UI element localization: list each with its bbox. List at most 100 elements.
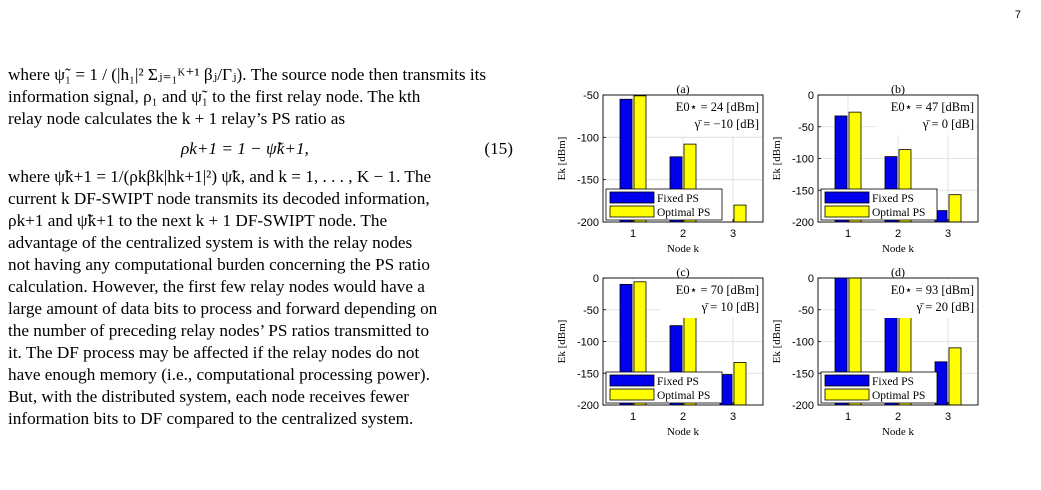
text-line: where ψ̃k+1 = 1/(ρkβk|hk+1|²) ψ̃k, and k…	[8, 167, 432, 186]
x-tick-label: 2	[680, 228, 686, 240]
equation-body: ρk+1 = 1 − ψ̃k+1,	[181, 139, 309, 158]
x-tick-label: 3	[945, 411, 951, 423]
x-tick-label: 2	[895, 411, 901, 423]
x-axis-label: Node k	[667, 243, 700, 255]
x-tick-label: 2	[895, 228, 901, 240]
x-tick-label: 3	[730, 411, 736, 423]
legend-swatch	[824, 191, 870, 204]
legend-label: Optimal PS	[657, 390, 710, 402]
y-tick-label: -50	[583, 90, 599, 102]
legend-swatch	[609, 388, 655, 401]
annotation-box	[876, 97, 976, 135]
panel-label: (c)	[676, 265, 689, 279]
y-tick-label: -200	[792, 217, 814, 229]
text-line: information bits to DF compared to the c…	[8, 409, 414, 428]
body-text: where ψ̃₁ = 1 / (|h₁|² Σⱼ₌₁ᴷ⁺¹ βⱼ/Γⱼ). T…	[8, 64, 513, 430]
legend-label: Optimal PS	[872, 390, 925, 402]
annotation-box	[661, 280, 761, 318]
equation-15: ρk+1 = 1 − ψ̃k+1, (15)	[8, 132, 513, 164]
y-axis-label: Ek [dBm]	[556, 320, 568, 364]
y-tick-label: -200	[792, 400, 814, 412]
y-tick-label: -50	[583, 305, 599, 317]
chart-panel: -50 -100 -150 -200 1 2 3 Node k Ek [dBm] (a) E0⋆ =…	[556, 82, 764, 255]
annotation-text: γ̄ = 0 [dB]	[922, 117, 974, 131]
legend-label: Fixed PS	[872, 376, 914, 388]
y-tick-label: -150	[577, 175, 599, 187]
y-tick-label: -150	[792, 368, 814, 380]
annotation-text: γ̄ = 10 [dB]	[701, 300, 759, 314]
y-tick-label: -100	[577, 132, 599, 144]
text-line: large amount of data bits to process and…	[8, 299, 438, 318]
y-tick-label: 0	[808, 273, 814, 285]
annotation-box	[661, 97, 761, 135]
x-axis-label: Node k	[882, 243, 915, 255]
y-tick-label: -100	[577, 337, 599, 349]
annotation-text: γ̄ = 20 [dB]	[916, 300, 974, 314]
text-line: not having any computational burden conc…	[8, 255, 430, 274]
y-tick-label: -100	[792, 154, 814, 166]
annotation-text: E0⋆ = 70 [dBm]	[676, 283, 759, 297]
chart-panel: 0 -50 -100 -150 -200 1 2 3 Node k Ek [dBm] (d) E0⋆ …	[771, 265, 979, 438]
x-tick-label: 3	[945, 228, 951, 240]
legend-swatch	[824, 205, 870, 218]
y-axis-label: Ek [dBm]	[556, 137, 568, 181]
legend-label: Fixed PS	[657, 193, 699, 205]
page-number: 7	[1014, 9, 1021, 21]
text-line: information signal, ρ₁ and ψ̃₁ to the fi…	[8, 87, 421, 106]
panel-label: (d)	[891, 265, 905, 279]
y-tick-label: -150	[577, 368, 599, 380]
text-line: But, with the distributed system, each n…	[8, 387, 409, 406]
y-tick-label: -200	[577, 400, 599, 412]
y-tick-label: -100	[792, 337, 814, 349]
y-tick-label: 0	[808, 90, 814, 102]
panel-label: (a)	[676, 82, 689, 96]
bar-optimal-ps	[733, 204, 747, 222]
y-tick-label: -50	[798, 122, 814, 134]
text-line: ρk+1 and ψ̃k+1 to the next k + 1 DF-SWIP…	[8, 211, 388, 230]
legend-swatch	[824, 388, 870, 401]
annotation-text: E0⋆ = 93 [dBm]	[891, 283, 974, 297]
y-tick-label: -200	[577, 217, 599, 229]
text-line: advantage of the centralized system is w…	[8, 233, 413, 252]
x-tick-label: 3	[730, 228, 736, 240]
equation-number: (15)	[484, 139, 513, 158]
annotation-text: E0⋆ = 24 [dBm]	[676, 100, 759, 114]
panel-label: (b)	[891, 82, 905, 96]
y-axis-label: Ek [dBm]	[771, 320, 783, 364]
legend-label: Fixed PS	[657, 376, 699, 388]
legend-label: Optimal PS	[657, 207, 710, 219]
bar-optimal-ps	[948, 347, 962, 405]
legend-label: Optimal PS	[872, 207, 925, 219]
legend-swatch	[609, 191, 655, 204]
annotation-text: γ̄ = −10 [dB]	[694, 117, 759, 131]
x-tick-label: 1	[630, 228, 636, 240]
text-line: it. The DF process may be affected if th…	[8, 343, 420, 362]
x-axis-label: Node k	[667, 426, 700, 438]
legend-swatch	[824, 374, 870, 387]
legend-label: Fixed PS	[872, 193, 914, 205]
text-line: current k DF-SWIPT node transmits its de…	[8, 189, 430, 208]
x-tick-label: 1	[845, 228, 851, 240]
text-line: where ψ̃₁ = 1 / (|h₁|² Σⱼ₌₁ᴷ⁺¹ βⱼ/Γⱼ). T…	[8, 65, 487, 84]
text-line: relay node calculates the k + 1 relay’s …	[8, 109, 346, 128]
chart-panel: 0 -50 -100 -150 -200 1 2 3 Node k Ek [dBm] (c) E0⋆ …	[556, 265, 764, 438]
x-tick-label: 2	[680, 411, 686, 423]
bar-optimal-ps	[733, 362, 747, 405]
bar-optimal-ps	[948, 194, 962, 222]
legend-swatch	[609, 374, 655, 387]
text-line: the number of preceding relay nodes’ PS …	[8, 321, 430, 340]
y-tick-label: -50	[798, 305, 814, 317]
y-tick-label: -150	[792, 185, 814, 197]
x-tick-label: 1	[845, 411, 851, 423]
y-axis-label: Ek [dBm]	[771, 137, 783, 181]
annotation-text: E0⋆ = 47 [dBm]	[891, 100, 974, 114]
text-line: calculation. However, the first few rela…	[8, 277, 425, 296]
y-tick-label: 0	[593, 273, 599, 285]
text-line: have enough memory (i.e., computational …	[8, 365, 430, 384]
figure-bar-charts: -50 -100 -150 -200 1 2 3 Node k Ek [dBm] (a) E0⋆ =…	[556, 82, 979, 438]
annotation-box	[876, 280, 976, 318]
chart-panel: 0 -50 -100 -150 -200 1 2 3 Node k Ek [dBm] (b) E0⋆ …	[771, 82, 979, 255]
x-axis-label: Node k	[882, 426, 915, 438]
legend-swatch	[609, 205, 655, 218]
x-tick-label: 1	[630, 411, 636, 423]
